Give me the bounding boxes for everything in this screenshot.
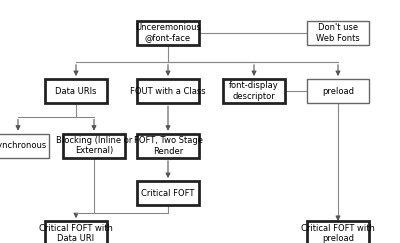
Text: font-display
descriptor: font-display descriptor	[229, 81, 279, 101]
Text: Blocking (Inline or
External): Blocking (Inline or External)	[56, 136, 132, 156]
Text: FOFT, Two Stage
Render: FOFT, Two Stage Render	[134, 136, 202, 156]
FancyBboxPatch shape	[137, 181, 199, 205]
Text: Critical FOFT with
Data URI: Critical FOFT with Data URI	[39, 224, 113, 243]
FancyBboxPatch shape	[137, 21, 199, 45]
FancyBboxPatch shape	[45, 79, 107, 103]
Text: Don't use
Web Fonts: Don't use Web Fonts	[316, 23, 360, 43]
FancyBboxPatch shape	[45, 221, 107, 243]
Text: FOUT with a Class: FOUT with a Class	[130, 87, 206, 96]
FancyBboxPatch shape	[137, 134, 199, 158]
Text: Unceremonious
@font-face: Unceremonious @font-face	[135, 23, 201, 43]
Text: Critical FOFT with
preload: Critical FOFT with preload	[301, 224, 375, 243]
FancyBboxPatch shape	[0, 134, 49, 158]
Text: Critical FOFT: Critical FOFT	[141, 189, 195, 198]
Text: Data URIs: Data URIs	[55, 87, 97, 96]
FancyBboxPatch shape	[63, 134, 125, 158]
FancyBboxPatch shape	[307, 21, 369, 45]
Text: preload: preload	[322, 87, 354, 96]
FancyBboxPatch shape	[137, 79, 199, 103]
FancyBboxPatch shape	[223, 79, 285, 103]
Text: Asynchronous: Asynchronous	[0, 141, 48, 150]
FancyBboxPatch shape	[307, 221, 369, 243]
FancyBboxPatch shape	[307, 79, 369, 103]
